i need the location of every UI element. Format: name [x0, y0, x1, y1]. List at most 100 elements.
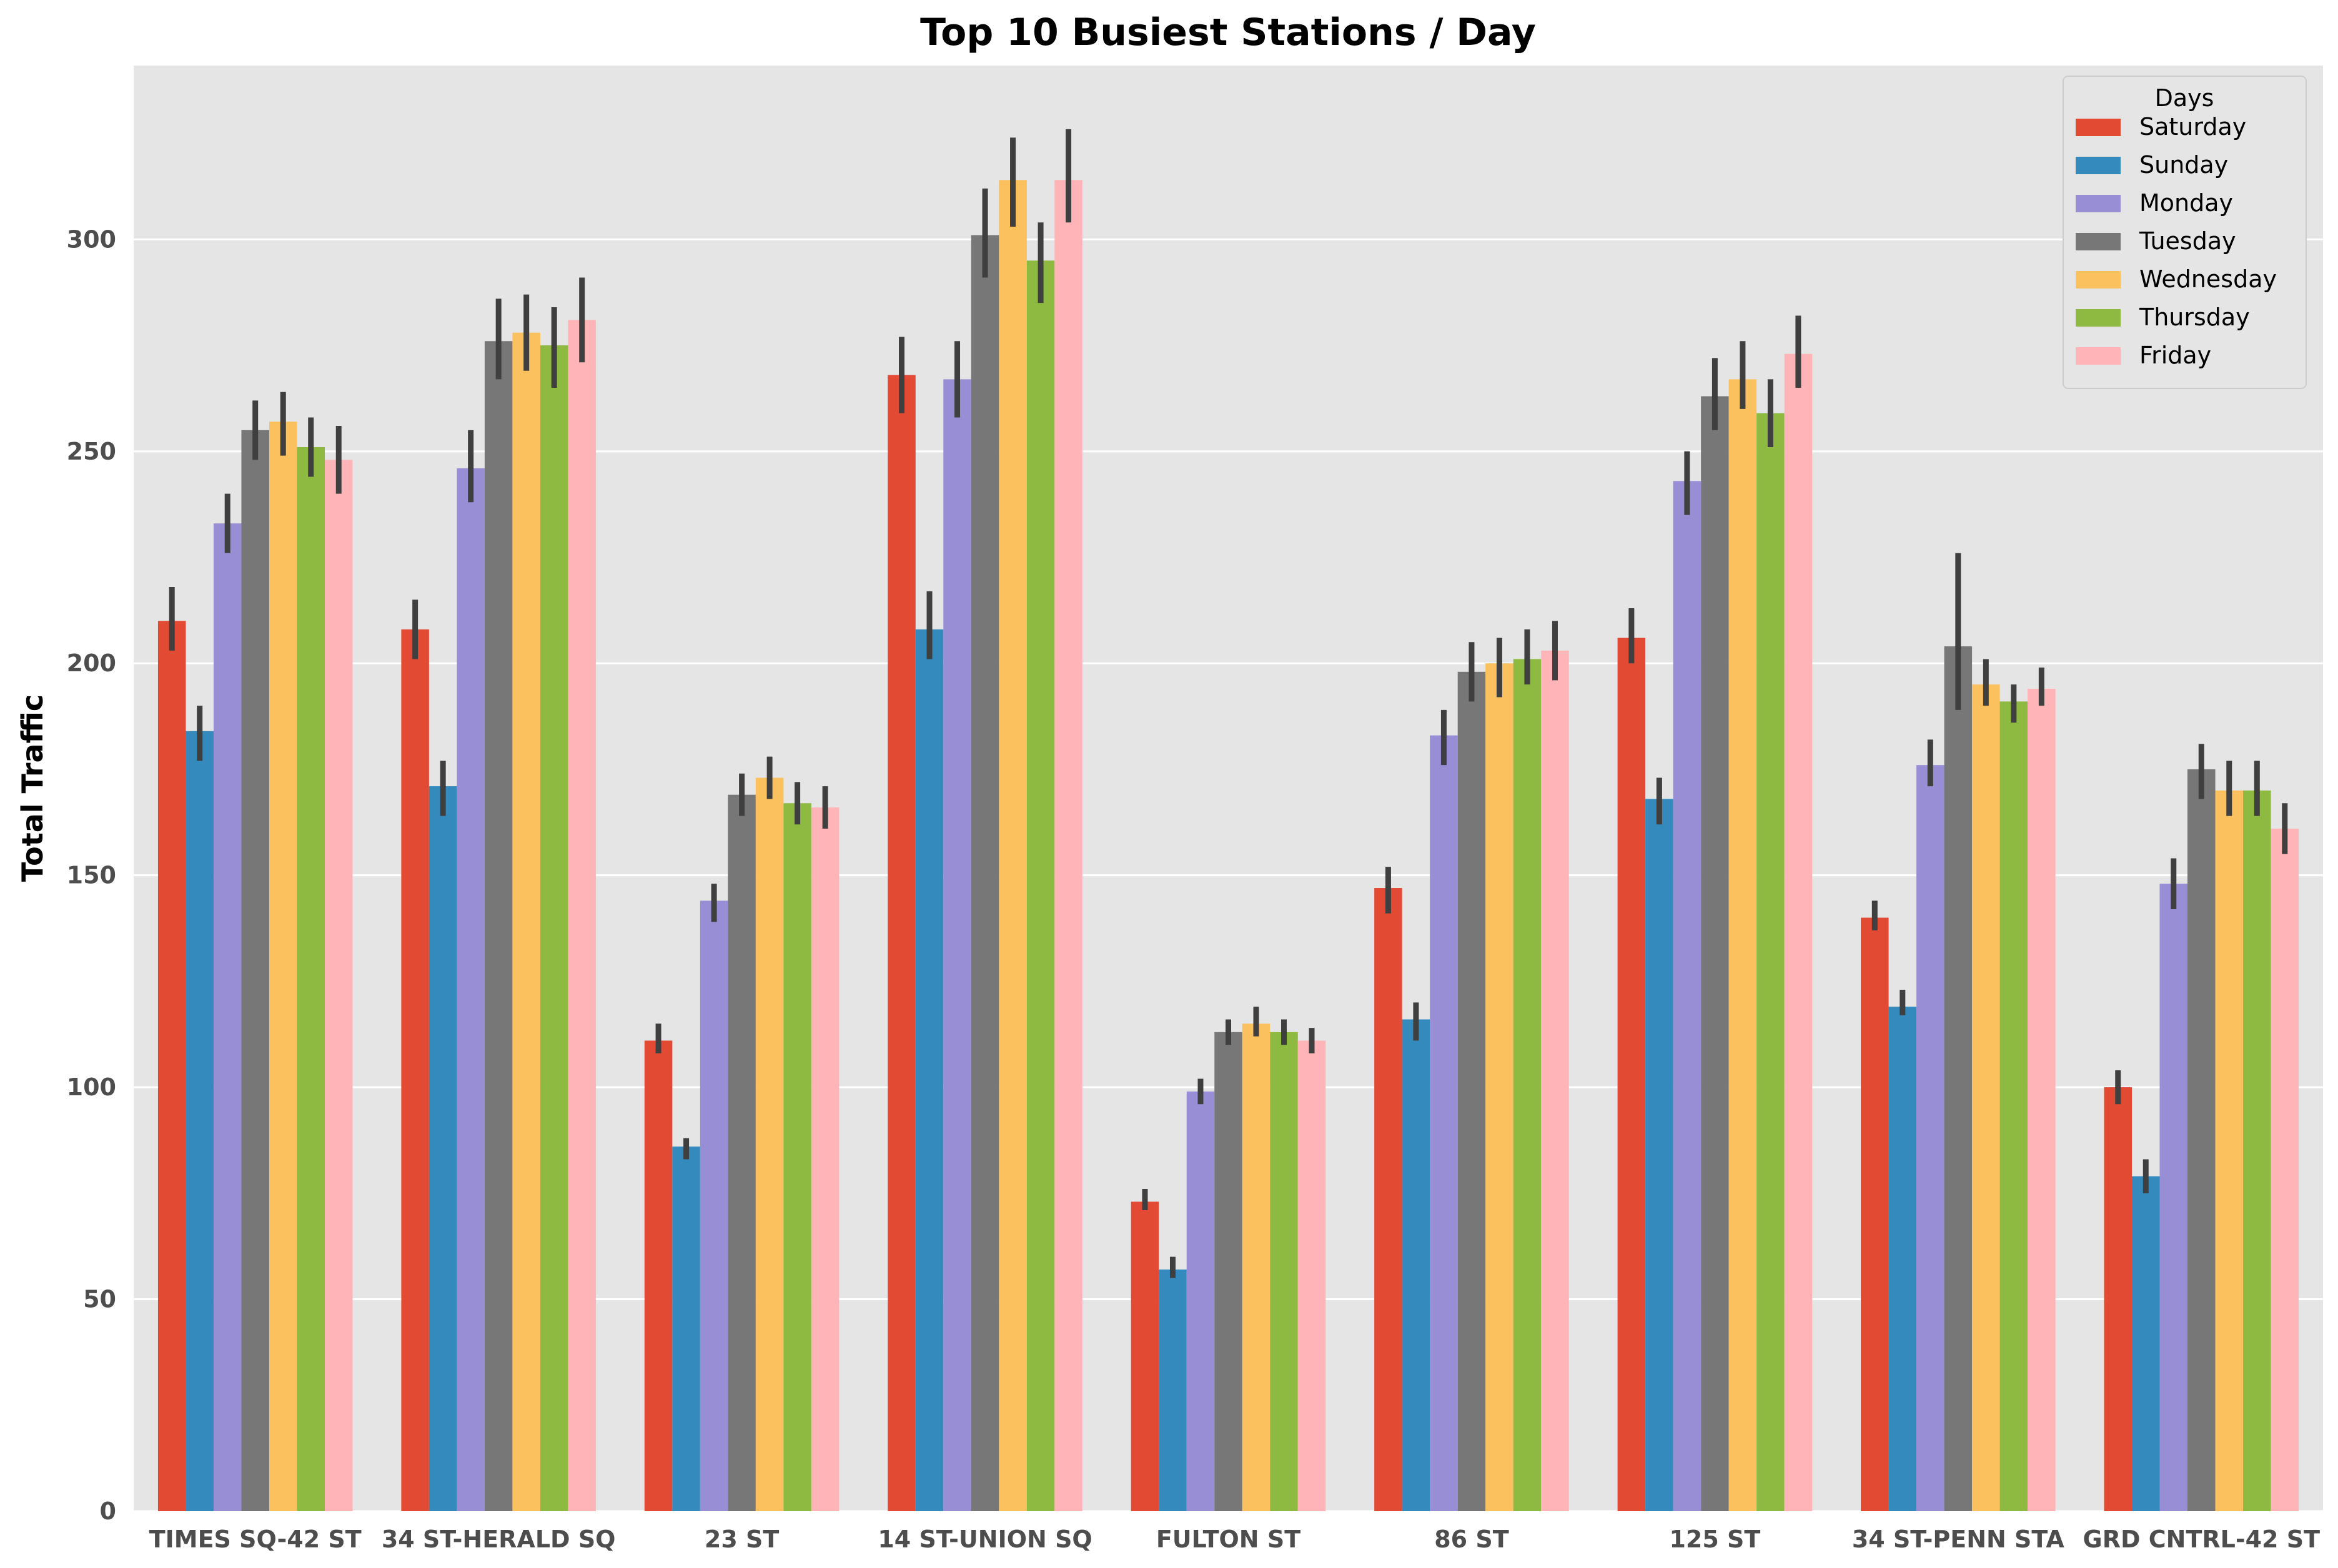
- legend-swatch: [2076, 233, 2121, 250]
- bar: [213, 523, 242, 1511]
- x-tick-label: 14 ST-UNION SQ: [878, 1526, 1092, 1553]
- bar: [1972, 684, 2000, 1511]
- bar: [186, 731, 214, 1511]
- bar: [1159, 1270, 1187, 1511]
- legend-title: Days: [2155, 84, 2214, 112]
- bar: [1242, 1023, 1271, 1511]
- bar: [915, 629, 944, 1511]
- bar: [1944, 646, 1973, 1511]
- bar: [755, 777, 784, 1511]
- bar: [512, 332, 540, 1511]
- bar: [241, 430, 269, 1512]
- bar: [540, 345, 568, 1512]
- x-tick-label: 34 ST-HERALD SQ: [382, 1526, 616, 1553]
- bar: [1888, 1007, 1917, 1511]
- bar: [2104, 1087, 2132, 1511]
- y-tick-label: 200: [67, 649, 116, 677]
- legend-swatch: [2076, 195, 2121, 212]
- bar: [811, 807, 840, 1511]
- x-tick-labels: TIMES SQ-42 ST 34 ST-HERALD SQ 23 ST 14 ST-…: [149, 1526, 2320, 1553]
- bar: [1131, 1201, 1159, 1511]
- bar: [1617, 638, 1646, 1511]
- x-tick-label: 125 ST: [1669, 1526, 1760, 1553]
- legend: Days Saturday Sunday Monday Tuesday Wednesda…: [2063, 76, 2307, 389]
- bar: [943, 379, 971, 1511]
- x-tick-label: FULTON ST: [1156, 1526, 1300, 1553]
- legend-swatch: [2076, 119, 2121, 136]
- bar: [1270, 1032, 1298, 1511]
- bar: [484, 341, 513, 1511]
- bar: [1701, 396, 1729, 1511]
- bar: [1728, 379, 1757, 1511]
- bar: [1374, 888, 1402, 1511]
- bar: [1861, 917, 1889, 1511]
- legend-swatch: [2076, 347, 2121, 365]
- bar: [1784, 353, 1813, 1511]
- bar: [401, 629, 429, 1511]
- x-tick-label: GRD CNTRL-42 ST: [2083, 1526, 2321, 1553]
- bar: [700, 900, 728, 1511]
- y-tick-labels: 0 50 100 150 200 250 300: [67, 225, 116, 1525]
- bar: [888, 375, 916, 1512]
- y-axis-label: Total Traffic: [16, 694, 49, 882]
- legend-label: Sunday: [2139, 151, 2228, 179]
- bar: [428, 786, 457, 1511]
- bar: [2243, 790, 2271, 1511]
- bar: [2271, 828, 2299, 1511]
- bar: [157, 621, 186, 1512]
- y-tick-label: 100: [67, 1073, 116, 1101]
- y-tick-label: 250: [67, 438, 116, 465]
- y-tick-label: 0: [100, 1497, 116, 1525]
- bar: [457, 468, 485, 1511]
- legend-items: Saturday Sunday Monday Tuesday Wednesday Thur…: [2076, 113, 2277, 369]
- bar: [1673, 481, 1701, 1512]
- y-tick-label: 300: [67, 225, 116, 253]
- bar: [672, 1146, 700, 1511]
- legend-swatch: [2076, 157, 2121, 174]
- bar: [2028, 688, 2056, 1511]
- bar: [1026, 260, 1055, 1512]
- bar: [728, 794, 756, 1511]
- y-tick-label: 50: [83, 1286, 116, 1313]
- bar: [1186, 1091, 1215, 1511]
- bar: [1430, 735, 1458, 1511]
- y-tick-label: 150: [67, 862, 116, 889]
- legend-swatch: [2076, 309, 2121, 327]
- bars: [157, 180, 2299, 1512]
- x-tick-label: 86 ST: [1434, 1526, 1508, 1553]
- legend-box: [2063, 76, 2307, 389]
- legend-label: Saturday: [2139, 113, 2246, 141]
- legend-label: Monday: [2139, 189, 2233, 217]
- bar: [1402, 1019, 1430, 1511]
- bar: [1485, 663, 1513, 1511]
- bar: [999, 180, 1027, 1512]
- bar: [1541, 650, 1569, 1511]
- bar: [1999, 701, 2028, 1511]
- bar: [1513, 659, 1542, 1511]
- error-bars: [169, 129, 2288, 1278]
- legend-label: Friday: [2139, 342, 2211, 369]
- legend-label: Wednesday: [2139, 265, 2277, 293]
- chart-title: Top 10 Busiest Stations / Day: [920, 11, 1536, 54]
- bar: [269, 422, 297, 1511]
- x-tick-label: 34 ST-PENN STA: [1852, 1526, 2065, 1553]
- legend-label: Thursday: [2139, 303, 2250, 331]
- bar: [1756, 413, 1785, 1511]
- x-tick-label: TIMES SQ-42 ST: [149, 1526, 362, 1553]
- bar: [971, 235, 999, 1512]
- bar: [2159, 884, 2188, 1511]
- bar: [1214, 1032, 1242, 1511]
- bar: [2215, 790, 2244, 1511]
- bar: [2132, 1176, 2160, 1511]
- x-tick-label: 23 ST: [705, 1526, 779, 1553]
- bar: [1916, 765, 1944, 1511]
- bar: [1297, 1040, 1326, 1511]
- bar: [644, 1040, 673, 1511]
- bar: [1054, 180, 1082, 1512]
- bar: [1457, 671, 1486, 1511]
- bar: [2187, 769, 2216, 1511]
- bar: [324, 460, 353, 1511]
- bar: [783, 803, 811, 1511]
- legend-label: Tuesday: [2139, 227, 2236, 255]
